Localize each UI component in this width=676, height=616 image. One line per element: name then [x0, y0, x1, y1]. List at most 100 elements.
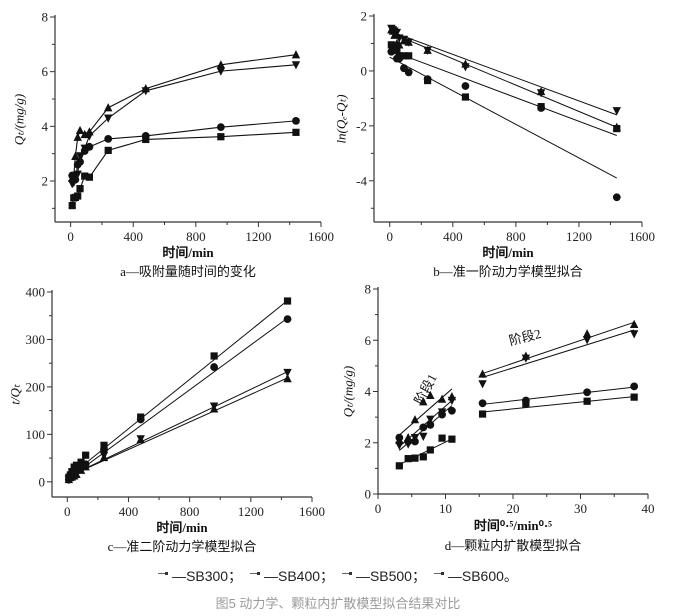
y-tick-label: 2 — [365, 435, 372, 450]
data-point — [283, 315, 292, 323]
x-tick-label: 1600 — [308, 229, 334, 244]
data-point — [419, 453, 427, 461]
data-point — [76, 185, 84, 193]
legend-label: —SB400； — [264, 568, 335, 584]
y-tick-label: 6 — [365, 333, 372, 348]
fit-line — [482, 396, 635, 413]
x-tick-label: 1600 — [299, 504, 325, 519]
x-tick-label: 20 — [507, 501, 520, 516]
data-point — [405, 52, 413, 60]
series-sb500 — [68, 50, 301, 182]
fit-line — [389, 49, 617, 136]
legend-item-sb500: —SB500； — [341, 566, 426, 586]
data-point — [521, 354, 531, 363]
data-point — [404, 68, 413, 77]
data-point — [403, 433, 413, 442]
y-tick-label: 4 — [365, 384, 372, 399]
data-point — [80, 144, 89, 153]
data-point — [392, 28, 402, 38]
data-point — [426, 390, 435, 399]
y-tick-label: 100 — [26, 427, 46, 442]
data-point — [403, 440, 413, 449]
fit-line — [67, 377, 288, 478]
x-tick-label: 1200 — [245, 229, 271, 244]
legend: —SB300； —SB400； —SB500； —SB600。 — [0, 566, 676, 586]
legend-item-sb400: —SB400； — [250, 566, 334, 586]
figure-caption: 图5 动力学、颗粒内扩散模型拟合结果对比 — [215, 596, 461, 611]
data-point — [395, 40, 404, 49]
data-point — [612, 193, 621, 202]
data-point — [81, 462, 90, 471]
panel-caption: c—准二阶动力学模型拟合 — [108, 539, 257, 554]
data-point — [77, 458, 85, 466]
y-tick-label: 2 — [361, 9, 368, 24]
series-sb600 — [395, 329, 639, 450]
y-axis-label: Qₜ/(mg/g) — [12, 94, 27, 146]
data-point — [437, 394, 447, 403]
y-tick-label: -2 — [356, 118, 367, 133]
data-point — [72, 468, 81, 477]
data-point — [104, 146, 112, 154]
fit-line — [482, 329, 635, 378]
data-point — [100, 445, 108, 454]
data-point — [292, 128, 300, 136]
panel-caption: b—准一阶动力学模型拟合 — [433, 264, 583, 279]
data-point — [210, 352, 218, 360]
data-point — [80, 129, 89, 139]
legend-item-sb600: —SB600。 — [433, 566, 518, 586]
data-point — [81, 172, 89, 180]
chart-panel-c: 0 400 800 1200 1600 0 100 200 300 400 时间/min t/Qₜ c—… — [8, 285, 325, 555]
data-point — [292, 116, 300, 125]
series-sb500 — [64, 374, 292, 484]
x-tick-label: 0 — [387, 229, 394, 244]
y-axis-label: Qₜ/(mg/g) — [341, 366, 356, 418]
data-point — [104, 114, 113, 123]
fit-line — [66, 300, 288, 479]
data-point — [478, 369, 487, 378]
data-point — [399, 35, 409, 44]
data-point — [426, 415, 435, 424]
data-point — [630, 382, 639, 391]
series-sb400 — [68, 116, 300, 184]
x-tick-label: 30 — [574, 501, 587, 516]
data-point — [461, 63, 470, 72]
data-point — [478, 410, 487, 418]
data-point — [448, 406, 456, 415]
data-point — [404, 38, 413, 47]
data-point — [99, 451, 109, 460]
data-point — [75, 125, 85, 135]
data-point — [426, 420, 435, 429]
x-tick-label: 400 — [123, 229, 143, 244]
y-tick-label: 0 — [365, 487, 372, 502]
x-axis-label: 时间/min — [162, 245, 214, 260]
data-point — [410, 434, 420, 443]
x-tick-label: 400 — [119, 504, 139, 519]
data-point — [612, 107, 621, 116]
y-tick-label: 200 — [26, 379, 46, 394]
data-point — [536, 89, 546, 98]
series-sb400 — [387, 43, 621, 202]
y-tick-label: 8 — [365, 282, 372, 297]
chart-panel-b: 0 400 800 1200 1600 -4 -2 0 2 时间/min ln(Qₑ-Qₜ) b—准一… — [334, 9, 655, 280]
data-point — [582, 336, 592, 345]
data-point — [404, 455, 412, 463]
data-point — [69, 178, 78, 187]
data-point — [478, 380, 487, 389]
panel-caption: a—吸附量随时间的变化 — [120, 264, 256, 279]
y-tick-label: 8 — [42, 10, 49, 25]
data-point — [537, 104, 546, 112]
data-point — [141, 132, 150, 140]
data-point — [478, 399, 487, 408]
data-point — [419, 432, 428, 441]
data-point — [216, 123, 225, 132]
x-tick-label: 0 — [375, 501, 382, 516]
fit-line — [399, 400, 453, 447]
series-line — [71, 64, 297, 185]
data-point — [395, 462, 403, 470]
legend-label: —SB500； — [355, 568, 426, 584]
data-point — [216, 67, 226, 76]
x-tick-label: 0 — [64, 504, 71, 519]
x-tick-label: 800 — [506, 229, 526, 244]
data-point — [438, 434, 446, 442]
